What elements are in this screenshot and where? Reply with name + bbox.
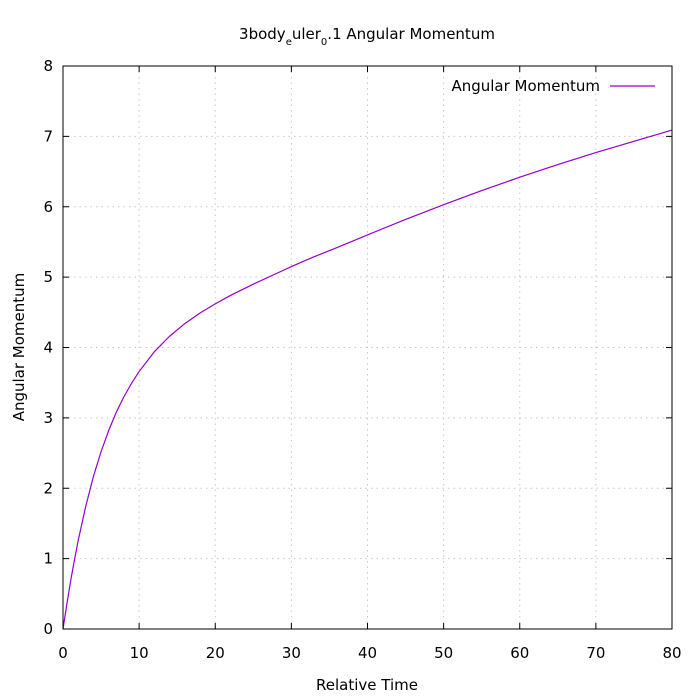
x-axis-label: Relative Time	[316, 676, 418, 694]
y-tick-label: 8	[43, 57, 53, 75]
x-tick-label: 20	[206, 644, 225, 662]
x-tick-label: 40	[358, 644, 377, 662]
y-tick-label: 2	[43, 479, 53, 497]
x-tick-label: 30	[282, 644, 301, 662]
title-part: 0	[321, 37, 327, 48]
series-line-angular-momentum	[62, 129, 673, 630]
title-part: .1 Angular Momentum	[327, 25, 495, 43]
grid	[63, 66, 672, 629]
x-tick-label: 50	[434, 644, 453, 662]
x-tick-label: 0	[58, 644, 68, 662]
y-tick-label: 7	[43, 127, 53, 145]
y-tick-label: 1	[43, 550, 53, 568]
x-tick-label: 10	[130, 644, 149, 662]
legend-label: Angular Momentum	[451, 77, 600, 95]
title-part: e	[286, 37, 292, 48]
y-tick-label: 5	[43, 268, 53, 286]
y-tick-label: 6	[43, 198, 53, 216]
ticks: 0 10 20 30 40 50 60 70 80 0 1 2 3 4 5 6 7 8	[43, 57, 681, 662]
x-tick-label: 60	[510, 644, 529, 662]
legend: Angular Momentum	[451, 77, 655, 95]
title-part: 3body	[239, 25, 286, 43]
series-layer	[62, 129, 673, 630]
title-part: uler	[292, 25, 322, 43]
y-axis-label: Angular Momentum	[10, 273, 28, 422]
y-tick-label: 4	[43, 339, 53, 357]
y-tick-label: 3	[43, 409, 53, 427]
y-tick-label: 0	[43, 620, 53, 638]
chart-title: 3bodyeuler0.1 Angular Momentum	[239, 25, 495, 48]
x-tick-label: 80	[662, 644, 681, 662]
x-tick-label: 70	[586, 644, 605, 662]
